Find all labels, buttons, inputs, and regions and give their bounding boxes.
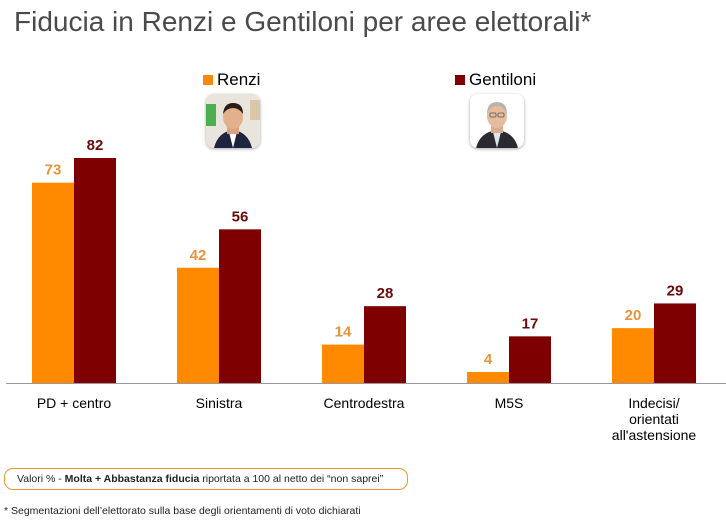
x-tick-label-line: M5S: [495, 395, 524, 411]
bar-renzi: [467, 372, 509, 383]
values-note-suffix: riportata a 100 al netto dei “non saprei…: [199, 473, 384, 485]
data-label-renzi: 42: [190, 247, 207, 264]
legend-swatch-renzi: [203, 75, 213, 85]
values-note-bold: Molta + Abbastanza fiducia: [64, 473, 200, 485]
values-note: Valori % - Molta + Abbastanza fiducia ri…: [4, 468, 408, 490]
bar-gentiloni: [654, 303, 696, 383]
x-tick-label-line: Sinistra: [196, 395, 243, 411]
data-label-renzi: 73: [45, 162, 62, 179]
bar-gentiloni: [364, 306, 406, 383]
x-tick-label-line: Indecisi/: [628, 395, 679, 411]
bar-renzi: [32, 182, 74, 383]
data-label-gentiloni: 17: [522, 315, 539, 332]
legend-item-gentiloni: Gentiloni: [455, 70, 536, 90]
bar-renzi: [612, 328, 654, 383]
segmentation-footnote: * Segmentazioni dell’elettorato sulla ba…: [4, 505, 361, 517]
data-label-renzi: 4: [484, 351, 493, 368]
x-tick-label: Indecisi/orientati all'astensione: [612, 395, 697, 443]
legend-label-renzi: Renzi: [217, 70, 261, 89]
bar-renzi: [322, 344, 364, 383]
x-tick-label-line: PD + centro: [37, 395, 112, 411]
bar-gentiloni: [219, 229, 261, 383]
legend-swatch-gentiloni: [455, 75, 465, 85]
x-tick-label: PD + centro: [37, 395, 112, 411]
data-label-gentiloni: 29: [667, 282, 684, 299]
data-label-renzi: 20: [625, 307, 642, 324]
x-tick-label: M5S: [495, 395, 524, 411]
data-label-renzi: 14: [335, 324, 352, 341]
x-tick-label-line: all'astensione: [612, 427, 697, 443]
data-label-gentiloni: 28: [377, 285, 394, 302]
renzi-photo: [206, 94, 260, 148]
legend-item-renzi: Renzi: [203, 70, 260, 90]
data-label-gentiloni: 82: [87, 137, 104, 154]
bar-chart: 73 82 PD + centro 42 56 Sinistra 14 28 Centrodes…: [6, 137, 726, 443]
x-tick-label: Centrodestra: [324, 395, 405, 411]
x-tick-label-line: orientati: [629, 411, 679, 427]
x-tick-label-line: Centrodestra: [324, 395, 405, 411]
bar-gentiloni: [74, 158, 116, 383]
bar-renzi: [177, 267, 219, 383]
bar-gentiloni: [509, 336, 551, 383]
data-label-gentiloni: 56: [232, 208, 249, 225]
legend-label-gentiloni: Gentiloni: [469, 70, 537, 89]
chart-title: Fiducia in Renzi e Gentiloni per aree el…: [14, 6, 592, 37]
values-note-prefix: Valori % -: [17, 473, 65, 485]
x-tick-label: Sinistra: [196, 395, 243, 411]
gentiloni-photo: [470, 94, 524, 148]
